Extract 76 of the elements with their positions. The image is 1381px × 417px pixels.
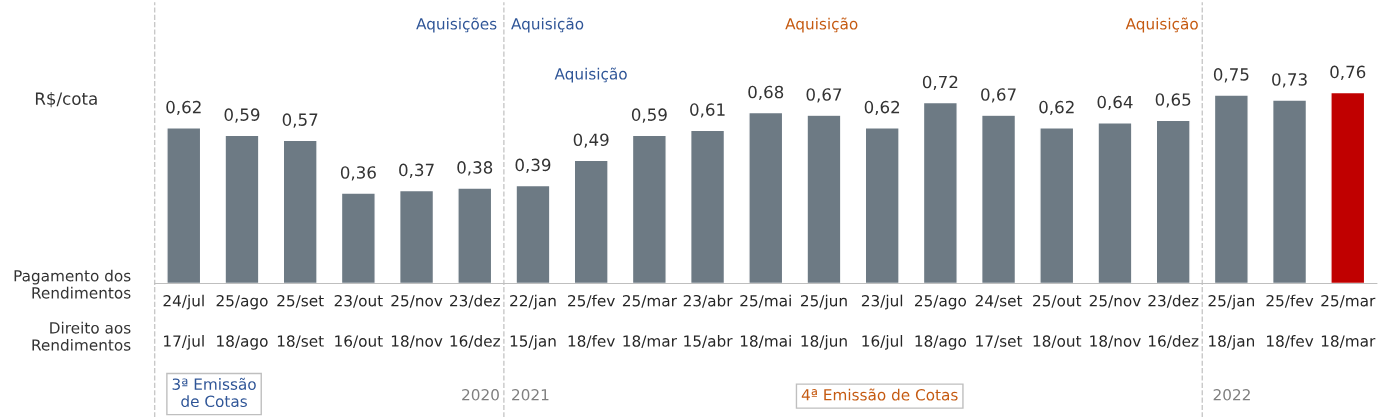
bar [1213,94,1249,284]
data-label: 0,75 [1213,68,1249,83]
data-label: 0,72 [922,75,958,90]
bar [1155,119,1191,284]
data-label: 0,62 [1039,100,1074,116]
bar [1039,127,1075,284]
data-label: 0,64 [1097,95,1133,111]
category-label: 23/out 16/out [334,294,383,349]
bar [748,111,784,284]
text: Pagamento dos Rendimentos [14,269,131,299]
data-label: 0,61 [690,103,725,118]
data-label: 0,38 [457,161,493,176]
text: 2021 [512,389,549,401]
data-label: 0,67 [981,88,1016,103]
category-label: 25/jun 18/jun [800,294,847,350]
text: 4ª Emissão de Cotas [801,388,958,401]
text: 3ª Emissão de Cotas [172,377,256,408]
bar [457,187,493,284]
category-label: 23/abr 15/abr [683,294,733,349]
data-label: 0,73 [1272,73,1307,88]
data-label: 0,49 [573,133,609,148]
category-label: 25/fev 18/fev [1266,294,1314,349]
bar [864,127,900,284]
data-label: 0,76 [1330,65,1366,80]
text: Aquisição [785,17,858,33]
category-label: 22/jan 15/jan [510,294,556,350]
category-label: 25/nov 18/nov [1089,294,1141,349]
category-label: 24/jul 17/jul [163,294,204,350]
y-axis-title: R$/cota [35,92,97,108]
bar [631,134,667,284]
category-label: 24/set 17/set [975,294,1023,349]
data-label: 0,68 [748,85,784,101]
category-label: 25/set 18/set [277,294,324,349]
bar [224,134,260,284]
bar [398,189,435,284]
data-label: 0,57 [282,113,318,128]
text: Aquisição [554,67,627,83]
category-label: 25/out 18/out [1033,294,1082,349]
text: Direito aos Rendimentos [32,321,131,351]
data-label: 0,67 [806,88,842,103]
data-label: 0,59 [224,108,260,123]
bar [806,114,842,284]
data-label: 0,59 [631,108,667,123]
text: Aquisição [511,17,584,33]
data-label: 0,62 [864,100,900,116]
bar [340,192,376,284]
category-label: 25/mar 18/mar [1321,294,1376,349]
category-label: 25/mai 18/mai [740,294,791,349]
data-label: 0,62 [166,100,201,116]
data-label: 0,36 [340,166,376,181]
category-label: 25/ago 18/ago [216,294,268,350]
bar [1330,91,1366,284]
data-label: 0,39 [515,158,551,173]
bar [1271,99,1308,284]
bar [515,184,551,284]
data-label: 0,37 [399,163,434,178]
bar [689,129,726,284]
category-label: 23/dez 16/dez [450,294,500,349]
bar [922,101,958,284]
category-label: 23/dez 16/dez [1148,294,1199,349]
data-label: 0,65 [1155,93,1191,108]
bar [166,127,202,284]
category-label: 25/jan 18/jan [1208,294,1254,350]
category-label: 25/ago 18/ago [914,294,967,350]
text: 2022 [1213,389,1250,401]
category-label: 23/jul 16/jul [861,294,903,350]
category-label: 25/mar 18/mar [622,294,677,349]
text: Aquisição [1125,17,1198,33]
category-label: 25/fev 18/fev [568,294,615,349]
bar [1097,122,1133,284]
bar [282,139,318,284]
text: 2020 [462,389,499,401]
text: Aquisições [416,17,497,33]
bar [980,114,1017,284]
category-label: 25/nov 18/nov [391,294,443,349]
bar [573,159,609,284]
